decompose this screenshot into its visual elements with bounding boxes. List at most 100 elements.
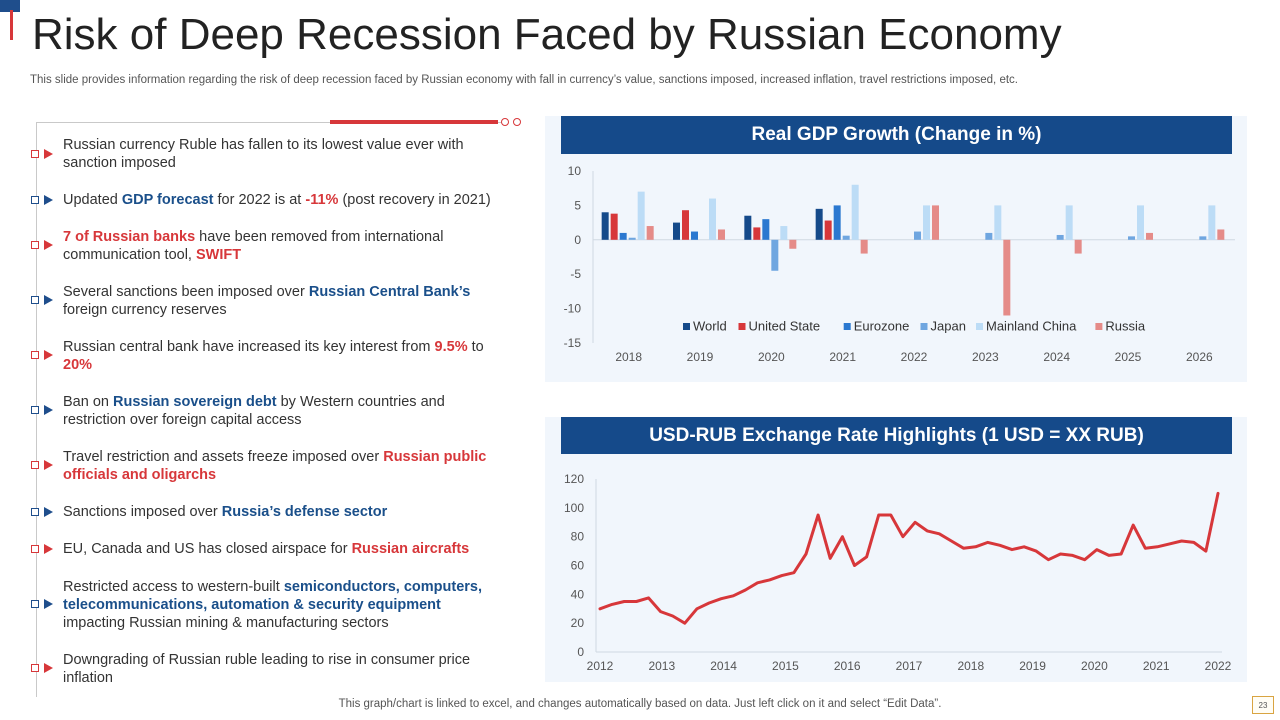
gdp-bar [1056,234,1064,240]
fx-x-tick-label: 2015 [772,659,799,673]
fx-x-tick-label: 2016 [834,659,861,673]
gdp-legend-swatch [976,323,983,330]
gdp-bar [771,239,779,271]
gdp-legend-label: World [693,319,727,334]
gdp-x-tick-label: 2026 [1186,350,1213,364]
fx-chart-title: USD-RUB Exchange Rate Highlights (1 USD … [561,417,1232,454]
gdp-bar [637,191,645,240]
bullet-text-segment: for 2022 is at [213,192,306,208]
bullet-item-text: Downgrading of Russian ruble leading to … [63,651,503,687]
gdp-y-tick-label: 10 [568,164,582,178]
gdp-legend-label: Mainland China [986,319,1077,334]
fx-x-tick-label: 2021 [1143,659,1170,673]
gdp-bar [601,212,609,240]
gdp-y-tick-label: -10 [564,302,582,316]
bullet-marker [31,349,61,361]
bullet-text-segment: have been removed from international com… [63,229,444,263]
gdp-bar [923,205,930,240]
bullet-text-segment: Russia’s defense sector [221,504,388,520]
bullet-marker [31,543,61,555]
bullet-arrow-icon [44,149,53,159]
gdp-bar [824,220,832,240]
gdp-bar [789,239,797,249]
gdp-bar [1146,232,1153,240]
bullet-text-segment: Russian currency Ruble has fallen to its… [63,137,464,171]
timeline-dot [501,118,509,126]
gdp-x-tick-label: 2020 [758,350,785,364]
gdp-bar [914,231,921,240]
bullet-text-segment: 9.5% [434,339,468,355]
fx-x-tick-label: 2022 [1205,659,1232,673]
bullet-text-segment: Russian sovereign debt [113,394,277,410]
fx-x-tick-label: 2013 [648,659,675,673]
gdp-bar [628,237,636,240]
gdp-bar [709,198,716,240]
bullet-marker [31,459,61,471]
bullet-text-segment: Sanctions imposed over [63,504,222,520]
gdp-bar [833,205,841,240]
bullet-marker [31,506,61,518]
bullet-square [31,461,39,469]
fx-line-series [598,491,1220,625]
gdp-chart-panel [545,116,1247,382]
bullet-arrow-icon [44,599,53,609]
bullet-item-text: Russian currency Ruble has fallen to its… [63,136,503,172]
gdp-bar [815,208,823,240]
bullet-text-segment: by Western countries and restriction ove… [63,394,445,428]
fx-y-tick-label: 0 [577,645,584,659]
bullet-arrow-icon [44,350,53,360]
fx-x-tick-label: 2014 [710,659,737,673]
page-title: Risk of Deep Recession Faced by Russian … [32,10,1062,59]
gdp-x-tick-label: 2018 [615,350,642,364]
gdp-x-tick-label: 2025 [1115,350,1142,364]
gdp-bar [753,227,761,240]
bullet-arrow-icon [44,544,53,554]
timeline-dot [513,118,521,126]
gdp-y-tick-label: 5 [574,198,581,212]
gdp-legend-swatch [683,323,690,330]
bullet-text-segment: semiconductors, computers, telecommunica… [63,579,483,613]
fx-y-tick-label: 100 [564,501,584,515]
bullet-arrow-icon [44,405,53,415]
fx-x-tick-label: 2017 [896,659,923,673]
bullet-text-segment: -11% [305,192,339,208]
bullet-marker [31,662,61,674]
bullet-text-segment: Russian aircrafts [351,541,470,557]
gdp-bar [610,213,618,240]
gdp-bar [762,219,770,240]
bullet-text-segment: 20% [63,357,93,373]
bullet-text-segment: EU, Canada and US has closed airspace fo… [63,541,352,557]
fx-x-tick-label: 2020 [1081,659,1108,673]
bullet-square [31,296,39,304]
gdp-bar [860,239,868,254]
bullet-item-text: Travel restriction and assets freeze imp… [63,448,503,484]
gdp-bar [932,205,939,240]
gdp-x-tick-label: 2019 [687,350,714,364]
gdp-bar [1074,239,1082,254]
bullet-item-text: Restricted access to western-built semic… [63,578,503,632]
footer-note: This graph/chart is linked to excel, and… [338,698,942,710]
bullet-text-segment: Russian central bank have increased its … [63,339,435,355]
page-number: 23 [1252,696,1274,714]
gdp-bar-chart[interactable]: 10 5 0 -5 -10 -15 2018 2019 2020 2021 2022 2023 2024… [545,154,1247,382]
fx-y-tick-label: 80 [571,530,585,544]
gdp-y-tick-label: -15 [564,336,582,350]
bullet-text-segment: Updated [63,192,122,208]
gdp-bar [619,232,627,240]
gdp-legend-swatch [920,323,928,330]
bullet-text-segment: Several sanctions been imposed over [63,284,309,300]
gdp-bar [744,215,752,240]
bullet-square [31,545,39,553]
fx-y-tick-label: 20 [571,616,585,630]
bullet-marker [31,294,61,306]
gdp-bar [718,229,725,240]
bullet-square [31,406,39,414]
bullet-arrow-icon [44,507,53,517]
bullet-text-segment: foreign currency reserves [63,302,227,318]
bullet-marker [31,598,61,610]
gdp-chart-title: Real GDP Growth (Change in %) [561,116,1232,154]
bullet-text-segment: Downgrading of Russian ruble leading to … [63,652,471,686]
gdp-legend-label: Eurozone [854,319,910,334]
gdp-bar [851,184,859,240]
